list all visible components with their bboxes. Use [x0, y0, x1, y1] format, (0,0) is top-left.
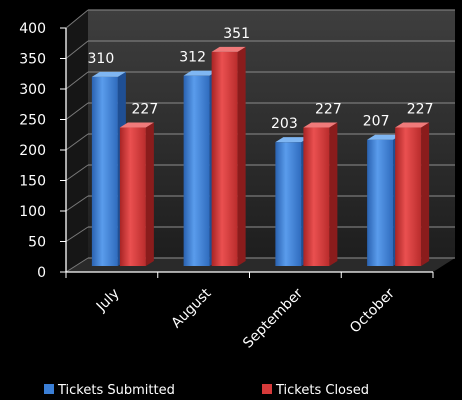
x-category-label: September	[240, 285, 306, 351]
legend-label: Tickets Submitted	[57, 383, 175, 398]
gridline-side	[65, 226, 89, 242]
bar-top	[395, 122, 430, 128]
y-tick-label: 350	[19, 52, 46, 68]
y-tick-label: 0	[37, 265, 46, 281]
bar	[91, 76, 118, 267]
bar-top	[275, 137, 310, 143]
y-tick-label: 50	[28, 235, 46, 251]
legend: Tickets Submitted Tickets Closed	[44, 383, 369, 398]
y-tick-label: 200	[19, 143, 46, 159]
y-tick-label: 100	[19, 204, 46, 220]
gridline-side	[65, 71, 89, 90]
y-tick-label: 250	[19, 113, 46, 129]
bar-top	[183, 70, 218, 76]
data-label: 227	[315, 102, 342, 118]
legend-swatch	[44, 384, 54, 394]
bar-side	[329, 122, 338, 266]
x-category-label: August	[168, 285, 214, 331]
y-tick-label: 150	[19, 174, 46, 190]
y-tick-label: 300	[19, 82, 46, 98]
legend-swatch	[262, 384, 272, 394]
data-label: 351	[223, 26, 250, 42]
gridline-side	[65, 102, 89, 120]
gridline-side	[65, 133, 89, 151]
gridline-side	[65, 257, 89, 273]
data-label: 312	[179, 50, 206, 66]
bar	[275, 142, 302, 266]
gridline-side	[65, 9, 89, 29]
bar-side	[237, 46, 246, 266]
bar-top	[119, 122, 154, 128]
data-label: 207	[363, 114, 390, 130]
data-labels: 310 227 312 351 203 227 207 227	[88, 26, 434, 132]
x-category-label: October	[347, 285, 398, 336]
bar-top	[91, 71, 126, 77]
gridline-side	[65, 195, 89, 212]
plot-floor	[66, 258, 455, 272]
bar	[119, 127, 146, 266]
bar	[303, 127, 330, 266]
bar-top	[303, 122, 338, 128]
y-tick-label: 400	[19, 21, 46, 37]
data-label: 203	[271, 116, 298, 132]
gridline-side	[65, 40, 89, 59]
bar-top	[211, 46, 246, 52]
bars	[91, 46, 430, 267]
bar	[395, 127, 422, 266]
bar	[211, 51, 238, 266]
plot-side-wall	[66, 10, 88, 272]
bar	[367, 139, 394, 266]
bar-side	[421, 122, 430, 266]
data-label: 227	[132, 102, 159, 118]
bar-top	[367, 134, 402, 140]
data-label: 227	[407, 102, 434, 118]
bar	[183, 75, 210, 267]
data-label: 310	[88, 51, 115, 67]
gridline-side	[65, 164, 89, 181]
x-category-label: July	[93, 286, 123, 316]
legend-label: Tickets Closed	[275, 383, 369, 398]
bar-side	[145, 122, 154, 266]
